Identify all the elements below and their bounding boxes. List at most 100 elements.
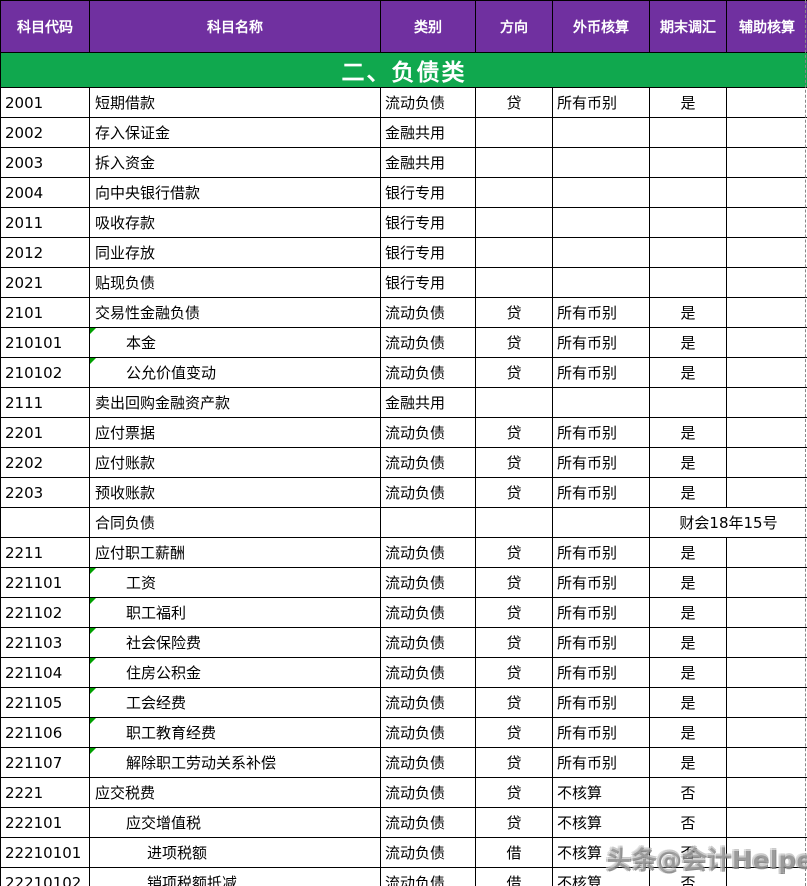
cell-auxiliary[interactable] <box>726 387 807 418</box>
cell-direction[interactable]: 贷 <box>475 477 553 508</box>
cell-adjust[interactable]: 是 <box>649 567 727 598</box>
cell-name[interactable]: 销项税额抵减 <box>89 867 381 886</box>
cell-adjust[interactable]: 是 <box>649 477 727 508</box>
cell-code[interactable]: 221101 <box>0 567 90 598</box>
cell-direction[interactable] <box>475 207 553 238</box>
cell-code[interactable]: 210102 <box>0 357 90 388</box>
cell-currency[interactable]: 所有币别 <box>552 537 650 568</box>
cell-category[interactable]: 流动负债 <box>380 417 476 448</box>
cell-category[interactable]: 流动负债 <box>380 567 476 598</box>
cell-name[interactable]: 工资 <box>89 567 381 598</box>
cell-auxiliary[interactable] <box>726 417 807 448</box>
cell-category[interactable]: 流动负债 <box>380 327 476 358</box>
cell-auxiliary[interactable] <box>726 87 807 118</box>
cell-auxiliary[interactable] <box>726 747 807 778</box>
cell-direction[interactable]: 贷 <box>475 567 553 598</box>
cell-name[interactable]: 交易性金融负债 <box>89 297 381 328</box>
cell-auxiliary[interactable] <box>726 627 807 658</box>
cell-category[interactable]: 流动负债 <box>380 657 476 688</box>
cell-name[interactable]: 住房公积金 <box>89 657 381 688</box>
cell-currency[interactable] <box>552 267 650 298</box>
cell-auxiliary[interactable] <box>726 837 807 868</box>
cell-category[interactable]: 流动负债 <box>380 87 476 118</box>
cell-category[interactable]: 流动负债 <box>380 717 476 748</box>
cell-currency[interactable] <box>552 507 650 538</box>
cell-currency[interactable]: 所有币别 <box>552 477 650 508</box>
cell-name[interactable]: 吸收存款 <box>89 207 381 238</box>
cell-auxiliary[interactable] <box>726 447 807 478</box>
cell-category[interactable]: 流动负债 <box>380 447 476 478</box>
cell-currency[interactable]: 所有币别 <box>552 87 650 118</box>
cell-direction[interactable]: 贷 <box>475 657 553 688</box>
cell-direction[interactable]: 贷 <box>475 417 553 448</box>
cell-category[interactable]: 流动负债 <box>380 867 476 886</box>
cell-auxiliary[interactable] <box>726 237 807 268</box>
cell-code[interactable]: 22210102 <box>0 867 90 886</box>
cell-auxiliary[interactable] <box>726 567 807 598</box>
cell-code[interactable] <box>0 507 90 538</box>
cell-category[interactable]: 流动负债 <box>380 627 476 658</box>
cell-code[interactable]: 222101 <box>0 807 90 838</box>
cell-name[interactable]: 社会保险费 <box>89 627 381 658</box>
cell-adjust[interactable] <box>649 387 727 418</box>
header-cell-adjust[interactable]: 期末调汇 <box>649 0 727 53</box>
cell-auxiliary[interactable] <box>726 657 807 688</box>
cell-currency[interactable]: 不核算 <box>552 777 650 808</box>
cell-auxiliary[interactable] <box>726 147 807 178</box>
cell-currency[interactable]: 所有币别 <box>552 657 650 688</box>
cell-currency[interactable] <box>552 117 650 148</box>
cell-category[interactable] <box>380 507 476 538</box>
cell-currency[interactable] <box>552 147 650 178</box>
cell-code[interactable]: 221107 <box>0 747 90 778</box>
cell-direction[interactable] <box>475 117 553 148</box>
cell-direction[interactable]: 贷 <box>475 87 553 118</box>
cell-adjust[interactable] <box>649 147 727 178</box>
cell-adjust[interactable]: 是 <box>649 597 727 628</box>
cell-direction[interactable]: 贷 <box>475 327 553 358</box>
cell-name[interactable]: 应付职工薪酬 <box>89 537 381 568</box>
cell-code[interactable]: 221104 <box>0 657 90 688</box>
cell-code[interactable]: 2221 <box>0 777 90 808</box>
cell-adjust[interactable]: 是 <box>649 627 727 658</box>
cell-code[interactable]: 210101 <box>0 327 90 358</box>
cell-category[interactable]: 银行专用 <box>380 177 476 208</box>
cell-adjust[interactable]: 是 <box>649 717 727 748</box>
cell-category[interactable]: 金融共用 <box>380 387 476 418</box>
cell-name[interactable]: 公允价值变动 <box>89 357 381 388</box>
cell-currency[interactable]: 所有币别 <box>552 747 650 778</box>
cell-direction[interactable]: 贷 <box>475 777 553 808</box>
cell-name[interactable]: 应付票据 <box>89 417 381 448</box>
cell-direction[interactable]: 贷 <box>475 357 553 388</box>
cell-direction[interactable] <box>475 237 553 268</box>
cell-auxiliary[interactable] <box>726 297 807 328</box>
cell-name[interactable]: 应付账款 <box>89 447 381 478</box>
cell-currency[interactable]: 所有币别 <box>552 417 650 448</box>
cell-code[interactable]: 2101 <box>0 297 90 328</box>
cell-name[interactable]: 存入保证金 <box>89 117 381 148</box>
cell-category[interactable]: 银行专用 <box>380 237 476 268</box>
cell-adjust[interactable] <box>649 207 727 238</box>
cell-name[interactable]: 贴现负债 <box>89 267 381 298</box>
cell-adjust[interactable]: 是 <box>649 657 727 688</box>
cell-direction[interactable]: 贷 <box>475 717 553 748</box>
header-cell-code[interactable]: 科目代码 <box>0 0 90 53</box>
cell-category[interactable]: 流动负债 <box>380 837 476 868</box>
cell-adjust[interactable]: 否 <box>649 777 727 808</box>
cell-currency[interactable] <box>552 387 650 418</box>
cell-direction[interactable] <box>475 177 553 208</box>
cell-code[interactable]: 2202 <box>0 447 90 478</box>
cell-adjust[interactable]: 是 <box>649 327 727 358</box>
cell-adjust[interactable]: 财会18年15号 <box>649 507 807 538</box>
cell-code[interactable]: 2002 <box>0 117 90 148</box>
cell-name[interactable]: 短期借款 <box>89 87 381 118</box>
cell-currency[interactable]: 所有币别 <box>552 567 650 598</box>
cell-code[interactable]: 2003 <box>0 147 90 178</box>
cell-code[interactable]: 221103 <box>0 627 90 658</box>
cell-code[interactable]: 221106 <box>0 717 90 748</box>
cell-name[interactable]: 工会经费 <box>89 687 381 718</box>
cell-adjust[interactable]: 否 <box>649 867 727 886</box>
cell-adjust[interactable]: 是 <box>649 537 727 568</box>
cell-auxiliary[interactable] <box>726 267 807 298</box>
cell-name[interactable]: 合同负债 <box>89 507 381 538</box>
cell-category[interactable]: 流动负债 <box>380 357 476 388</box>
